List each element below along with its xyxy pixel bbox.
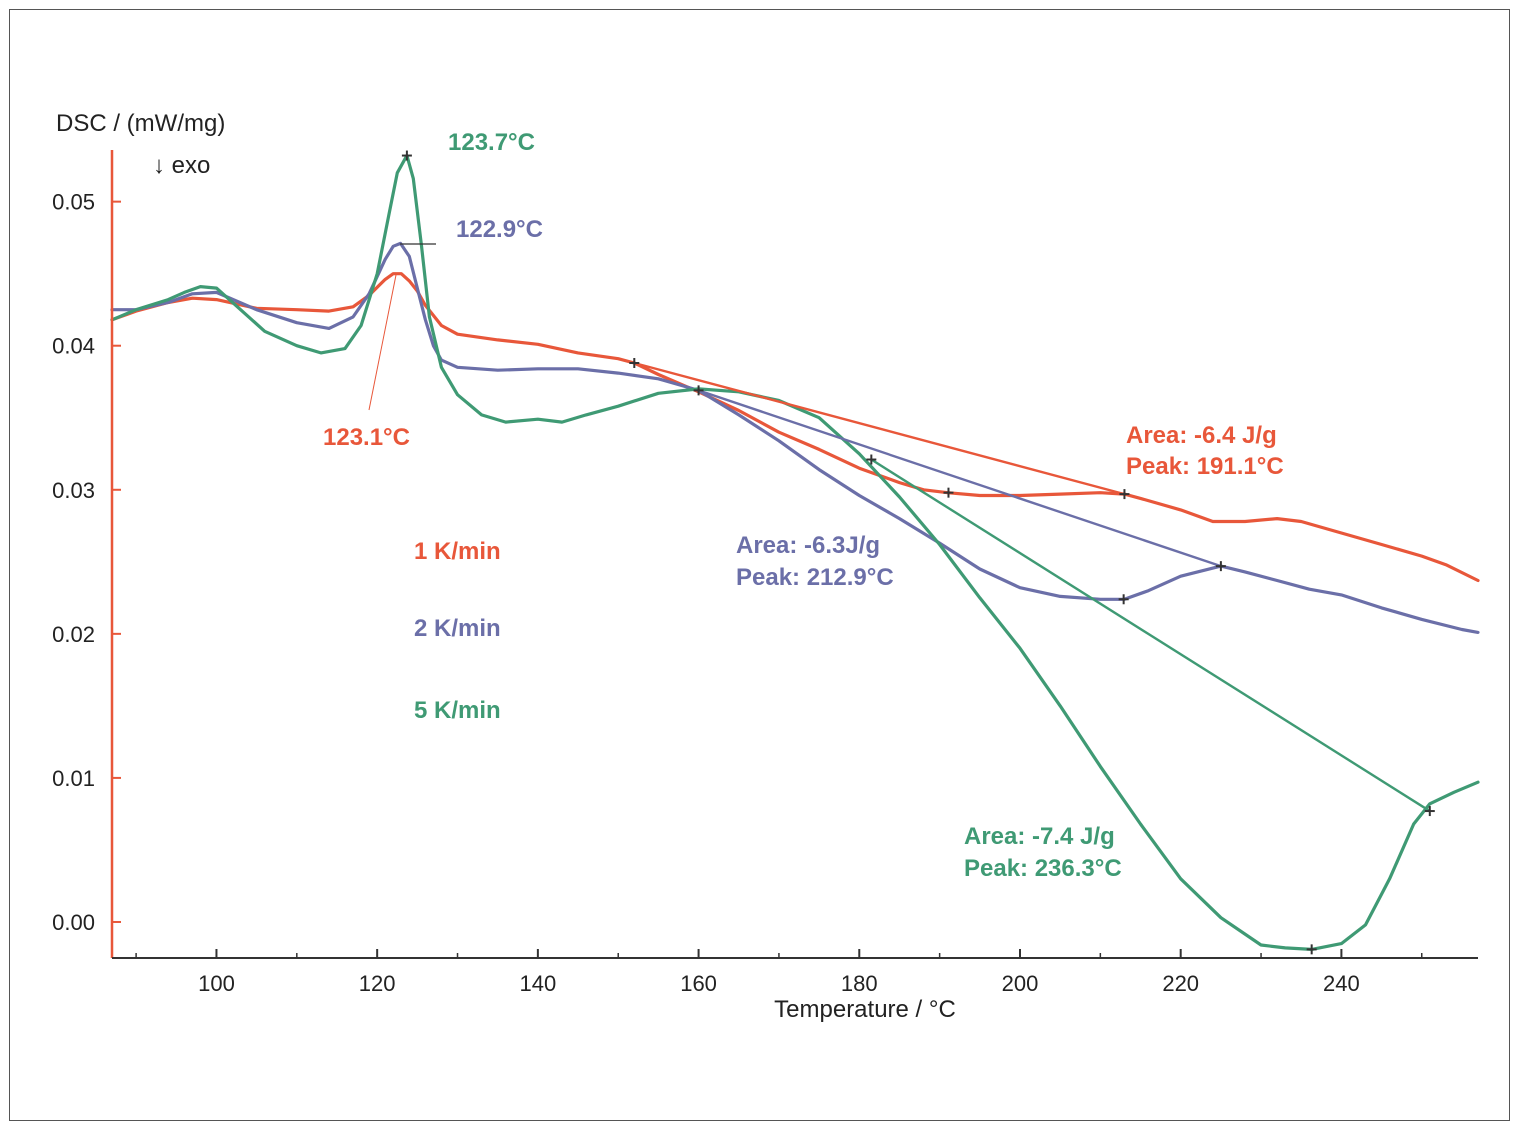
annotation-area-2kmin: Area: -6.3J/g [736,532,880,559]
annotation-peakT-2kmin: Peak: 212.9°C [736,564,894,591]
baseline-1 [698,389,1222,568]
annotation-area-1kmin: Area: -6.4 J/g [1126,422,1277,449]
marker-9 [401,150,412,161]
annotation-peak-1kmin: 123.1°C [323,424,410,451]
legend-5kmin: 5 K/min [414,697,501,724]
markers-layer [401,150,1435,955]
y-tick-label-3: 0.03 [52,478,95,503]
y-tick-label-1: 0.01 [52,766,95,791]
marker-8 [1424,806,1435,817]
legend-2kmin: 2 K/min [414,615,501,642]
x-tick-label-3: 160 [680,971,717,996]
x-tick-label-5: 200 [1002,971,1039,996]
curves-layer [110,153,1480,952]
marker-6 [866,454,877,465]
leader-line-1kmin [368,274,397,411]
x-tick-label-4: 180 [841,971,878,996]
figure-frame [9,9,1510,1121]
baseline-2 [870,458,1431,813]
exo-marker: ↓ exo [153,152,210,179]
x-tick-label-6: 220 [1162,971,1199,996]
baselines-layer [633,361,1431,813]
series-line-1 [110,241,1480,635]
annotation-peakT-5kmin: Peak: 236.3°C [964,855,1122,882]
x-tick-label-7: 240 [1323,971,1360,996]
y-axis-label: DSC / (mW/mg) [56,110,225,137]
marker-7 [1306,944,1317,955]
x-tick-label-1: 120 [359,971,396,996]
marker-2 [1119,489,1130,500]
x-tick-label-0: 100 [198,971,235,996]
y-tick-label-0: 0.00 [52,910,95,935]
marker-3 [693,385,704,396]
x-tick-label-2: 140 [520,971,557,996]
annotation-area-5kmin: Area: -7.4 J/g [964,823,1115,850]
series-line-2 [110,153,1480,952]
y-tick-label-2: 0.02 [52,622,95,647]
y-tick-label-5: 0.05 [52,190,95,215]
marker-5 [1215,561,1226,572]
marker-4 [1118,594,1129,605]
y-tick-label-4: 0.04 [52,334,95,359]
marker-0 [629,358,640,368]
marker-1 [943,487,954,498]
axes-layer: 0.00 0.01 0.02 0.03 0.04 0.05 100 120 140 160 180 2… [52,150,1478,996]
annotation-peakT-1kmin: Peak: 191.1°C [1126,453,1284,480]
annotation-peak-2kmin: 122.9°C [456,216,543,243]
legend-1kmin: 1 K/min [414,538,501,565]
baseline-0 [633,361,1125,496]
x-axis-label: Temperature / °C [774,996,956,1023]
annotation-peak-5kmin: 123.7°C [448,129,535,156]
